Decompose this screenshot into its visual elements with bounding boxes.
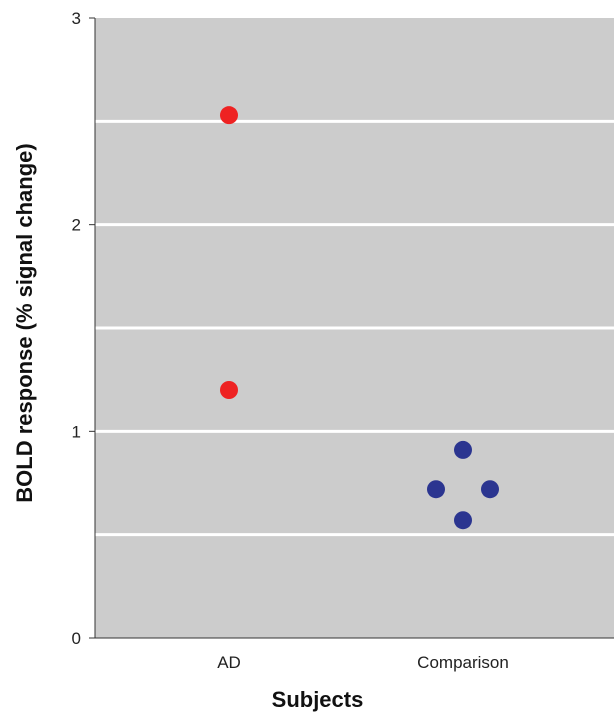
gridlines bbox=[95, 119, 614, 537]
x-tick-label: Comparison bbox=[417, 653, 509, 672]
x-tick-label: AD bbox=[217, 653, 241, 672]
data-points bbox=[220, 106, 499, 530]
data-point bbox=[454, 440, 472, 459]
y-tick-label: 0 bbox=[72, 629, 81, 648]
data-point bbox=[427, 480, 445, 499]
data-point bbox=[481, 480, 499, 499]
axes bbox=[89, 17, 614, 639]
y-axis-title: BOLD response (% signal change) bbox=[12, 143, 37, 502]
tick-labels: 0 1 2 3 AD Comparison bbox=[72, 9, 509, 672]
y-tick-label: 1 bbox=[72, 422, 81, 441]
y-tick-label: 2 bbox=[72, 216, 81, 235]
data-point bbox=[220, 381, 238, 399]
data-point bbox=[454, 511, 472, 530]
y-tick-label: 3 bbox=[72, 9, 81, 28]
data-point bbox=[220, 106, 238, 125]
x-axis-title: Subjects bbox=[272, 687, 364, 712]
